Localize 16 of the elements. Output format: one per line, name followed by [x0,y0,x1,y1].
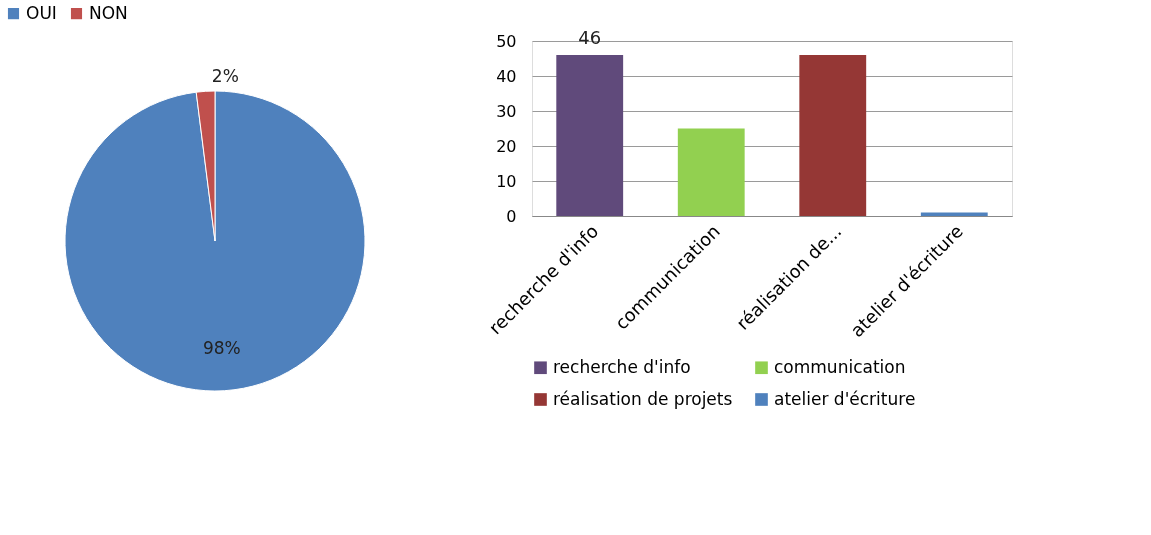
pie-slice [64,90,366,392]
data-label: 2% [211,66,239,87]
legend-label: réalisation de projets [553,388,733,409]
y-tick-label: 20 [496,136,517,156]
legend-label: recherche d'info [553,356,691,377]
y-tick-label: 0 [506,206,517,226]
legend-label: atelier d'écriture [774,388,916,409]
data-label: 98% [202,337,241,358]
y-tick-label: 10 [496,171,517,191]
y-tick-label: 50 [496,31,517,51]
text: 46 [578,27,602,48]
y-tick-label: 30 [496,101,517,121]
legend-label: OUI [26,2,57,23]
legend-label: communication [774,356,906,377]
y-tick-label: 40 [496,66,517,86]
legend-label: NON [89,2,128,23]
